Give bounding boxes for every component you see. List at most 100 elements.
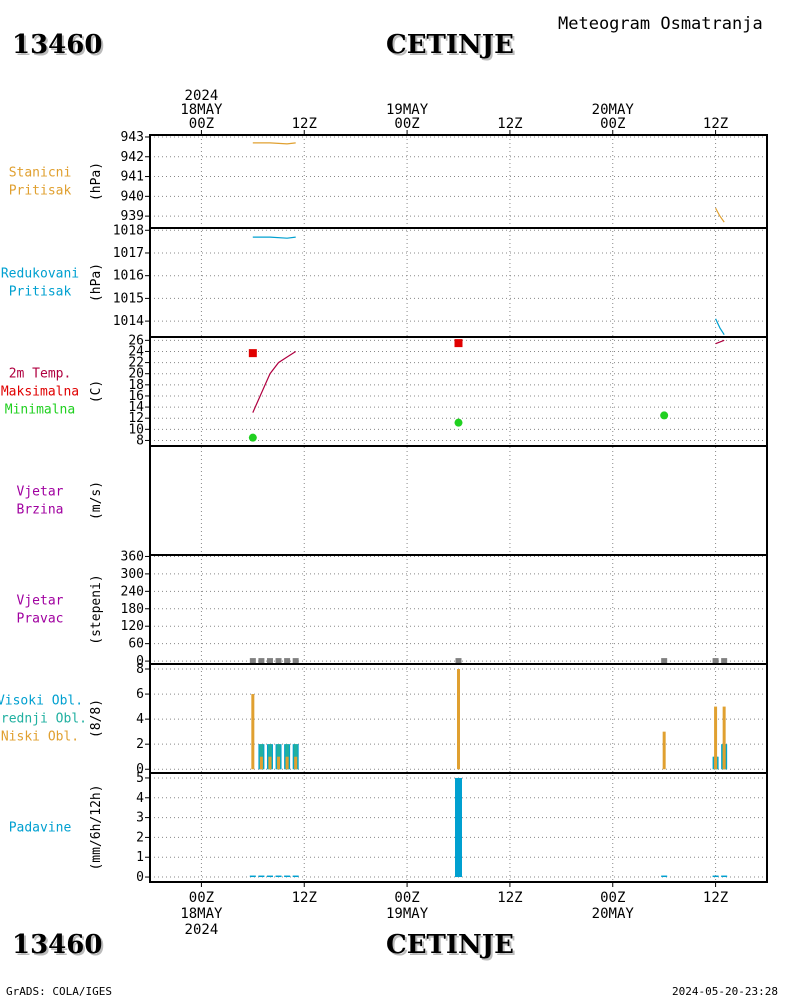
- precip-bar: [258, 875, 265, 878]
- panel-label: Pritisak: [9, 184, 72, 199]
- y-tick-label: 240: [121, 584, 144, 599]
- x-tick-label-bottom: 12Z: [497, 890, 522, 906]
- panel-unit-label: (mm/6h/12h): [89, 784, 104, 870]
- wind-direction-marker: [712, 658, 719, 665]
- cloud-low-bar: [714, 706, 718, 770]
- cloud-low-bar: [662, 731, 666, 770]
- x-tick-label-top: 20MAY: [592, 102, 635, 118]
- x-tick-label-top: 2024: [185, 88, 219, 104]
- y-tick-label: 1015: [113, 291, 144, 306]
- cloud-low-bar: [285, 756, 289, 770]
- y-tick-label: 20: [128, 367, 144, 382]
- y-tick-label: 939: [121, 209, 144, 224]
- precip-bar: [266, 875, 273, 878]
- panel-unit-label: (C): [89, 380, 104, 403]
- wind-direction-marker: [266, 658, 273, 665]
- series-line: [715, 318, 725, 336]
- cloud-low-bar: [294, 756, 298, 770]
- x-tick-label-bottom: 00Z: [189, 890, 214, 906]
- precip-bar: [284, 875, 291, 878]
- tmin-marker: [248, 433, 257, 442]
- panel-label: Padavine: [9, 821, 72, 836]
- footer-station-name: CETINJE: [386, 930, 514, 960]
- y-tick-label: 940: [121, 189, 144, 204]
- y-tick-label: 2: [136, 830, 144, 845]
- footer-station-id: 13460: [12, 930, 103, 960]
- y-tick-label: 942: [121, 150, 144, 165]
- y-tick-label: 1018: [113, 223, 144, 238]
- wind-direction-marker: [721, 658, 728, 665]
- x-tick-label-bottom: 12Z: [292, 890, 317, 906]
- precip-bar: [661, 875, 668, 878]
- tmax-marker: [248, 349, 257, 358]
- cloud-low-bar: [277, 756, 281, 770]
- y-tick-label: 18: [128, 378, 144, 393]
- panel-label: Redukovani: [1, 267, 79, 282]
- x-tick-label-bottom: 19MAY: [386, 906, 429, 922]
- panel-label: 2m Temp.: [9, 367, 72, 382]
- y-tick-label: 180: [121, 602, 144, 617]
- panel-frame: [149, 772, 768, 883]
- x-tick-label-top: 18MAY: [180, 102, 223, 118]
- panel-label: Pravac: [17, 612, 64, 627]
- panel-frame: [149, 134, 768, 229]
- wind-direction-marker: [258, 658, 265, 665]
- y-tick-label: 12: [128, 411, 144, 426]
- wind-direction-marker: [292, 658, 299, 665]
- panel-unit-label: (stepeni): [89, 574, 104, 644]
- series-line: [715, 207, 725, 223]
- wind-direction-marker: [284, 658, 291, 665]
- x-tick-label-top: 12Z: [703, 116, 728, 132]
- panel-unit-label: (8/8): [89, 699, 104, 738]
- wind-direction-marker: [661, 658, 668, 665]
- y-tick-label: 1017: [113, 246, 144, 261]
- cloud-low-bar: [722, 706, 726, 770]
- credit-text: GrADS: COLA/IGES: [6, 985, 112, 998]
- x-tick-label-bottom: 00Z: [600, 890, 625, 906]
- panel-label: Pritisak: [9, 285, 72, 300]
- series-line: [252, 350, 297, 413]
- y-tick-label: 24: [128, 344, 144, 359]
- panel-unit-label: (hPa): [89, 162, 104, 201]
- precip-bar: [275, 875, 282, 878]
- panel-label: Srednji Obl.: [0, 712, 87, 727]
- y-tick-label: 360: [121, 549, 144, 564]
- station-id: 13460: [12, 30, 103, 60]
- y-tick-label: 14: [128, 400, 144, 415]
- y-tick-label: 1014: [113, 314, 144, 329]
- timestamp-text: 2024-05-20-23:28: [672, 985, 778, 998]
- y-tick-label: 1016: [113, 269, 144, 284]
- precip-bar: [249, 875, 256, 878]
- y-tick-label: 4: [136, 791, 144, 806]
- y-tick-label: 6: [136, 687, 144, 702]
- y-tick-label: 26: [128, 333, 144, 348]
- y-tick-label: 0: [136, 870, 144, 885]
- y-tick-label: 3: [136, 811, 144, 826]
- y-tick-label: 2: [136, 737, 144, 752]
- panel-label: Visoki Obl.: [0, 694, 83, 709]
- main-title: Meteogram Osmatranja: [558, 14, 763, 34]
- station-name: CETINJE: [386, 30, 514, 60]
- y-tick-label: 120: [121, 619, 144, 634]
- x-tick-label-bottom: 18MAY: [180, 906, 223, 922]
- panel-frame: [149, 554, 768, 665]
- y-tick-label: 0: [136, 762, 144, 777]
- cloud-low-bar: [251, 694, 255, 770]
- y-tick-label: 0: [136, 654, 144, 669]
- tmin-marker: [454, 418, 463, 427]
- y-tick-label: 8: [136, 662, 144, 677]
- precip-bar: [292, 875, 299, 878]
- panel-unit-label: (m/s): [89, 481, 104, 520]
- wind-direction-marker: [249, 658, 256, 665]
- y-tick-label: 943: [121, 130, 144, 145]
- y-tick-label: 8: [136, 433, 144, 448]
- y-tick-label: 300: [121, 567, 144, 582]
- x-tick-label-bottom: 2024: [185, 922, 219, 938]
- cloud-low-bar: [259, 756, 263, 770]
- series-line: [252, 236, 296, 239]
- tmin-marker: [660, 411, 669, 420]
- x-tick-label-top: 19MAY: [386, 102, 429, 118]
- y-tick-label: 4: [136, 712, 144, 727]
- cloud-low-bar: [268, 756, 272, 770]
- wind-direction-marker: [455, 658, 462, 665]
